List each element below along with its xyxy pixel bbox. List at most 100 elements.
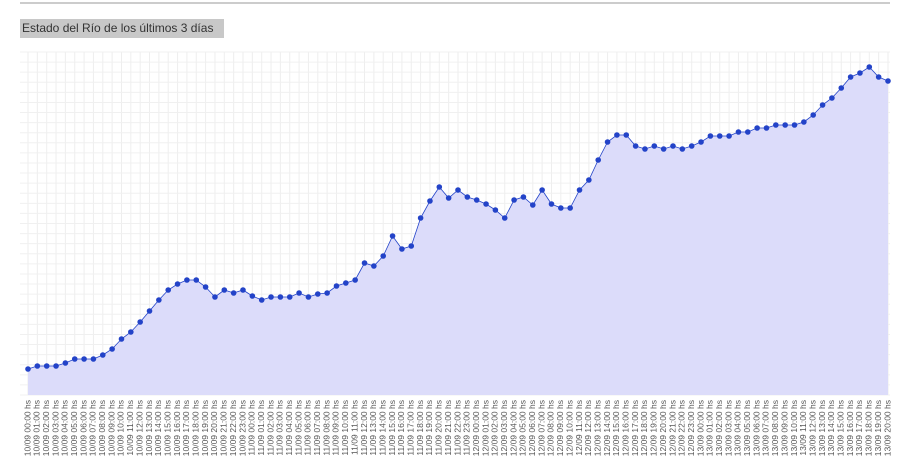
x-tick-label: 11/09 16:00 hs — [396, 400, 406, 456]
x-tick-label: 13/09 19:00 hs — [873, 400, 883, 456]
data-point — [427, 198, 433, 204]
data-point — [501, 215, 508, 221]
x-tick-label: 12/09 07:00 hs — [536, 400, 546, 456]
data-point — [595, 157, 602, 163]
data-point — [34, 363, 41, 369]
x-tick-label: 10/09 01:00 hs — [32, 400, 42, 456]
data-point — [511, 197, 517, 203]
x-tick-label: 10/09 20:00 hs — [209, 400, 219, 456]
data-point — [838, 85, 845, 91]
x-tick-label: 11/09 11:00 hs — [349, 400, 359, 455]
data-point — [137, 319, 143, 325]
data-point — [71, 356, 78, 362]
x-tick-label: 10/09 13:00 hs — [144, 400, 154, 456]
data-point — [333, 283, 340, 289]
x-tick-label: 11/09 21:00 hs — [443, 400, 453, 456]
x-tick-label: 13/09 05:00 hs — [742, 400, 752, 456]
data-point — [791, 122, 798, 128]
data-point — [829, 95, 835, 101]
data-point — [754, 125, 760, 131]
data-point — [43, 363, 50, 369]
x-tick-label: 11/09 06:00 hs — [303, 400, 313, 456]
data-point — [539, 187, 545, 193]
data-point — [249, 293, 256, 299]
x-tick-label: 13/09 00:00 hs — [695, 400, 705, 456]
data-point — [473, 197, 480, 203]
data-point — [679, 146, 686, 152]
data-point — [277, 294, 284, 300]
x-tick-label: 12/09 08:00 hs — [546, 400, 556, 456]
data-point — [90, 356, 97, 362]
x-tick-label: 10/09 18:00 hs — [191, 400, 201, 456]
x-tick-label: 12/09 21:00 hs — [667, 400, 677, 456]
x-tick-label: 12/09 06:00 hs — [527, 400, 537, 456]
data-point — [212, 294, 218, 300]
data-point — [165, 287, 172, 293]
data-point — [62, 360, 69, 366]
x-tick-label: 13/09 03:00 hs — [723, 400, 733, 456]
data-point — [698, 139, 704, 145]
x-tick-label: 10/09 00:00 hs — [22, 400, 32, 456]
x-tick-label: 13/09 02:00 hs — [714, 400, 724, 456]
x-tick-label: 13/09 18:00 hs — [864, 400, 874, 456]
x-tick-label: 12/09 13:00 hs — [592, 400, 602, 456]
x-tick-label: 10/09 08:00 hs — [97, 400, 107, 456]
x-tick-label: 13/09 10:00 hs — [789, 400, 799, 456]
data-point — [268, 294, 274, 300]
data-point — [146, 308, 153, 314]
x-tick-label: 11/09 09:00 hs — [331, 400, 341, 456]
data-point — [286, 294, 293, 300]
x-tick-label: 11/09 20:00 hs — [434, 400, 444, 456]
x-tick-label: 10/09 04:00 hs — [60, 400, 70, 456]
data-point — [773, 122, 779, 128]
x-tick-label: 13/09 08:00 hs — [770, 400, 780, 456]
x-tick-label: 11/09 19:00 hs — [424, 400, 434, 456]
chart-title: Estado del Río de los últimos 3 días — [22, 21, 213, 35]
data-point — [688, 143, 695, 149]
data-point — [193, 277, 200, 283]
x-tick-label: 13/09 17:00 hs — [854, 400, 864, 456]
data-point — [529, 202, 536, 208]
x-tick-label: 10/09 16:00 hs — [172, 400, 182, 456]
data-point — [128, 329, 134, 335]
x-tick-label: 12/09 11:00 hs — [574, 400, 584, 456]
data-point — [464, 194, 471, 200]
x-tick-label: 12/09 23:00 hs — [686, 400, 696, 456]
data-point — [221, 287, 228, 293]
x-tick-label: 12/09 10:00 hs — [564, 400, 574, 456]
data-point — [81, 356, 87, 362]
x-tick-label: 12/09 14:00 hs — [602, 400, 612, 456]
data-point — [230, 290, 237, 296]
x-tick-label: 12/09 15:00 hs — [611, 400, 621, 456]
x-tick-label: 10/09 06:00 hs — [78, 400, 88, 456]
data-point — [866, 64, 873, 70]
x-tick-label: 13/09 04:00 hs — [733, 400, 743, 456]
data-point — [492, 207, 499, 213]
data-point — [558, 205, 564, 211]
data-point — [810, 112, 817, 118]
data-point — [389, 233, 396, 239]
x-tick-label: 10/09 10:00 hs — [116, 400, 126, 456]
data-point — [875, 74, 882, 80]
data-point — [735, 129, 742, 135]
x-tick-label: 12/09 00:00 hs — [471, 400, 481, 456]
data-point — [296, 290, 302, 296]
data-point — [744, 129, 751, 135]
data-point — [576, 187, 583, 193]
x-tick-label: 11/09 10:00 hs — [340, 400, 350, 456]
data-point — [408, 243, 415, 249]
data-point — [361, 260, 368, 266]
data-point — [763, 125, 770, 131]
data-point — [651, 143, 658, 149]
x-tick-label: 10/09 05:00 hs — [69, 400, 79, 456]
data-point — [109, 346, 115, 352]
x-tick-label: 11/09 04:00 hs — [284, 400, 294, 456]
x-tick-label: 11/09 14:00 hs — [377, 400, 387, 456]
x-tick-label: 13/09 01:00 hs — [705, 400, 715, 456]
data-point — [53, 363, 59, 369]
x-tick-label: 10/09 15:00 hs — [162, 400, 172, 456]
x-tick-label: 12/09 20:00 hs — [658, 400, 668, 456]
data-point — [548, 201, 555, 207]
data-point — [455, 187, 461, 193]
